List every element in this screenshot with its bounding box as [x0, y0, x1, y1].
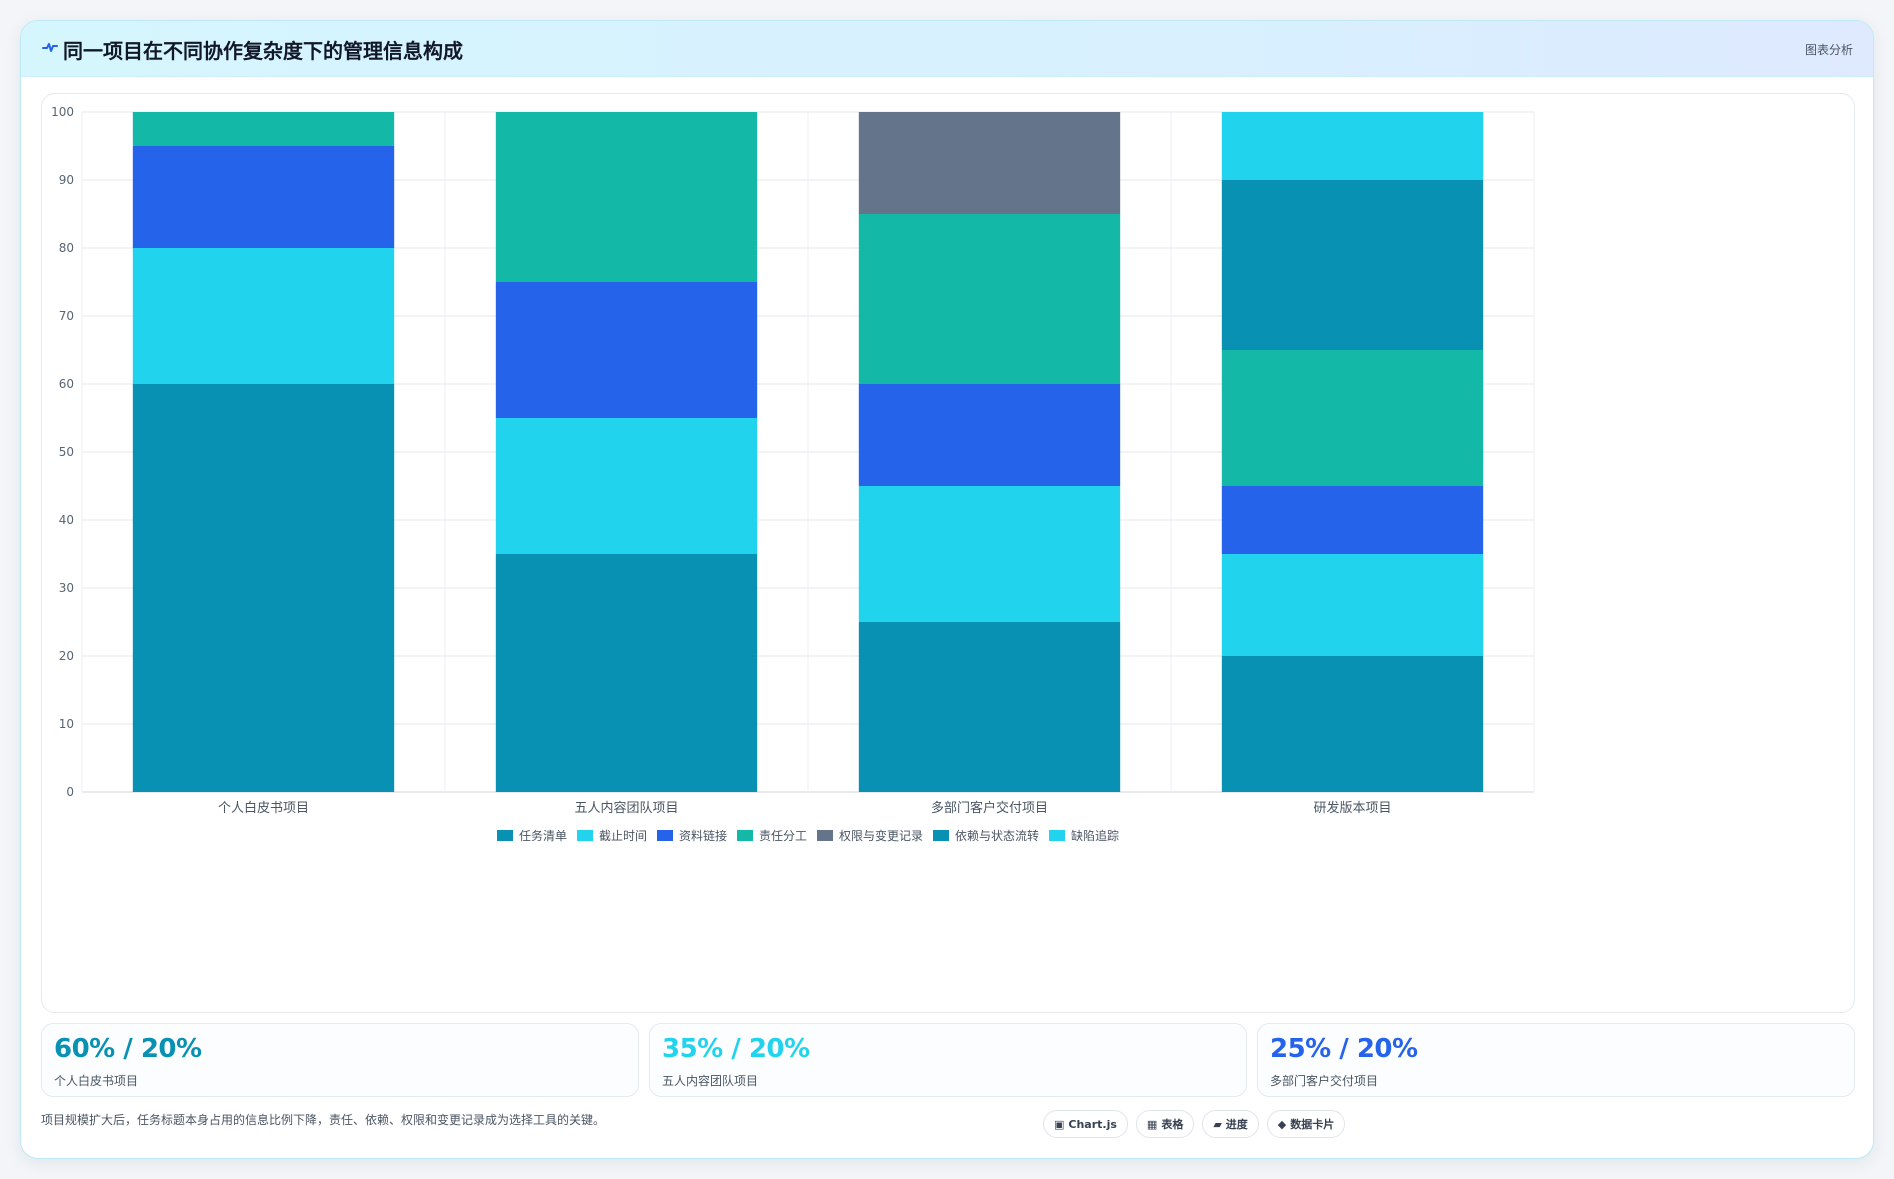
stat-card: 25% / 20% 多部门客户交付项目 [1257, 1023, 1855, 1097]
bar-segment [858, 622, 1121, 792]
footer-note: 项目规模扩大后，任务标题本身占用的信息比例下降，责任、依赖、权限和变更记录成为选… [41, 1113, 606, 1127]
bar-segment [495, 112, 758, 282]
bar-segment [495, 282, 758, 418]
chip-label: 进度 [1225, 1118, 1248, 1131]
y-tick-label: 60 [59, 377, 74, 391]
chip-data-card[interactable]: ◆ 数据卡片 [1266, 1110, 1346, 1138]
y-tick-label: 30 [59, 581, 74, 595]
legend-label: 资料链接 [679, 828, 727, 843]
bar-segment [1221, 112, 1484, 180]
y-tick-label: 40 [59, 513, 74, 527]
header-badge: 图表分析 [1804, 43, 1853, 57]
y-tick-label: 90 [59, 173, 74, 187]
chart-icon: ▣ [1054, 1117, 1065, 1131]
legend-swatch [657, 830, 673, 841]
bar-segment [858, 384, 1121, 486]
chip-label: Chart.js [1068, 1117, 1117, 1131]
chart-card: 同一项目在不同协作复杂度下的管理信息构成 图表分析 0 10 20 30 40 50 60 7… [20, 20, 1874, 1159]
legend-swatch [737, 830, 753, 841]
chart-panel: 0 10 20 30 40 50 60 70 80 90 100 个人白皮书项目 五人内容团队项目 多部门… [41, 93, 1855, 1013]
x-tick-label: 研发版本项目 [1313, 800, 1391, 816]
tool-chips: ▣ Chart.js ▦ 表格 ▰ 进度 ◆ 数据卡片 [1043, 1110, 1346, 1138]
stat-label: 五人内容团队项目 [662, 1074, 759, 1088]
chart-title: 同一项目在不同协作复杂度下的管理信息构成 [63, 39, 463, 63]
stat-value: 60% / 20% [54, 1034, 202, 1064]
bar-segment [858, 214, 1121, 384]
legend-swatch [1049, 830, 1065, 841]
stacked-bar-chart: 0 10 20 30 40 50 60 70 80 90 100 个人白皮书项目 五人内容团队项目 多部门… [51, 105, 1535, 843]
pulse-icon [42, 43, 58, 52]
progress-icon: ▰ [1213, 1117, 1222, 1131]
legend-swatch [933, 830, 949, 841]
x-tick-label: 五人内容团队项目 [574, 800, 678, 816]
chip-progress[interactable]: ▰ 进度 [1202, 1110, 1259, 1138]
stat-cards: 60% / 20% 个人白皮书项目 35% / 20% 五人内容团队项目 25%… [41, 1023, 1855, 1097]
y-tick-label: 80 [59, 241, 74, 255]
card-header: 同一项目在不同协作复杂度下的管理信息构成 图表分析 [21, 21, 1873, 77]
stat-label: 个人白皮书项目 [54, 1074, 139, 1088]
bar-segment [1221, 554, 1484, 656]
chip-chartjs[interactable]: ▣ Chart.js [1043, 1110, 1128, 1138]
bar-segment [495, 418, 758, 554]
bar-segment [858, 112, 1121, 214]
table-icon: ▦ [1146, 1117, 1158, 1131]
x-tick-label: 个人白皮书项目 [218, 800, 309, 816]
bar-segment [132, 112, 395, 146]
bar-segment [132, 384, 395, 792]
legend-swatch [817, 830, 833, 841]
legend-swatch [577, 830, 593, 841]
stat-value: 25% / 20% [1270, 1034, 1418, 1064]
legend-label: 依赖与状态流转 [955, 828, 1039, 843]
legend-swatch [497, 830, 513, 841]
stat-label: 多部门客户交付项目 [1270, 1074, 1379, 1088]
y-tick-label: 10 [59, 717, 74, 731]
legend-label: 权限与变更记录 [839, 828, 923, 843]
bar-segment [495, 554, 758, 792]
chip-label: 数据卡片 [1290, 1118, 1335, 1131]
legend-label: 缺陷追踪 [1071, 828, 1119, 843]
y-tick-label: 70 [59, 309, 74, 323]
stat-card: 35% / 20% 五人内容团队项目 [649, 1023, 1247, 1097]
stat-value: 35% / 20% [662, 1034, 810, 1064]
bar-segment [1221, 180, 1484, 350]
y-tick-label: 50 [59, 445, 74, 459]
stat-card: 60% / 20% 个人白皮书项目 [41, 1023, 639, 1097]
legend-label: 任务清单 [519, 828, 567, 843]
y-tick-label: 20 [59, 649, 74, 663]
chip-label: 表格 [1161, 1118, 1184, 1131]
bar-segment [132, 146, 395, 248]
chip-table[interactable]: ▦ 表格 [1135, 1110, 1195, 1138]
y-tick-label: 0 [66, 785, 74, 799]
bar-segment [1221, 350, 1484, 486]
legend-label: 截止时间 [599, 829, 647, 843]
diamond-icon: ◆ [1277, 1117, 1287, 1131]
y-tick-label: 100 [51, 105, 74, 119]
bar-segment [858, 486, 1121, 622]
bar-segment [132, 248, 395, 384]
legend-label: 责任分工 [759, 829, 807, 843]
bar-segment [1221, 656, 1484, 792]
bar-segment [1221, 486, 1484, 554]
x-tick-label: 多部门客户交付项目 [931, 800, 1048, 816]
